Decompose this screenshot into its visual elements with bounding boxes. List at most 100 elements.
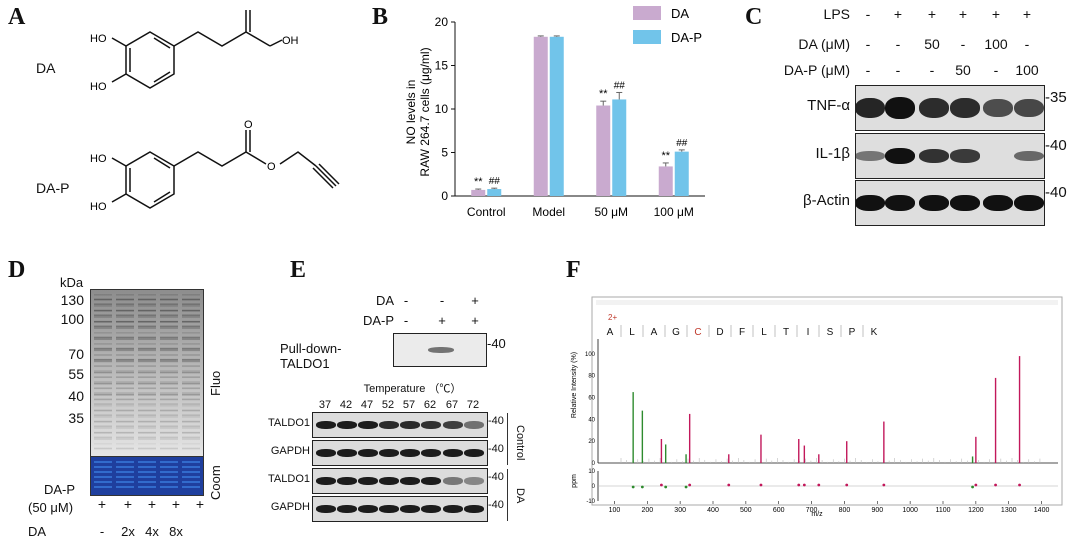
da-value: 2x <box>121 524 135 539</box>
blot-band <box>316 421 336 429</box>
blot-band <box>464 449 484 457</box>
bar <box>596 105 611 196</box>
peptide-residue: P <box>849 327 856 338</box>
legend-swatch <box>633 30 661 44</box>
treatment-value: + <box>958 6 968 22</box>
gel-band <box>182 392 200 394</box>
gel-band <box>116 382 134 385</box>
legend-swatch <box>633 6 661 20</box>
gel-band <box>138 405 156 407</box>
gel-band <box>138 314 156 317</box>
dap-label-line2: (50 μM) <box>28 500 74 515</box>
y-ion-error <box>727 483 731 487</box>
gel-band <box>116 305 134 307</box>
gel-band <box>94 327 112 329</box>
gel-band <box>182 332 200 334</box>
gel-band <box>94 358 112 361</box>
group-label: DA <box>514 488 526 504</box>
coom-band <box>116 476 134 478</box>
da-oh-acid: OH <box>282 35 299 47</box>
blot-strip <box>855 133 1045 179</box>
blot-band <box>358 505 378 513</box>
gel-band <box>182 436 200 439</box>
temperature-value: 62 <box>423 399 437 411</box>
gel-band <box>94 425 112 428</box>
peptide-residue: G <box>672 327 680 338</box>
gel-band <box>116 298 134 301</box>
gel-band <box>116 327 134 329</box>
treatment-value: 100 <box>984 36 1008 52</box>
gel-band <box>160 347 178 350</box>
gel-band <box>182 447 200 450</box>
peptide-residue: L <box>629 327 635 338</box>
gel-band <box>116 371 134 374</box>
gel-band <box>116 336 134 339</box>
treatment-value: - <box>895 62 901 78</box>
gel-band <box>94 398 112 401</box>
blot-band <box>379 505 399 513</box>
gel-band <box>116 376 134 378</box>
blot-band <box>856 97 885 119</box>
gel-band <box>138 371 156 374</box>
blot-band <box>421 421 441 429</box>
gel-band <box>94 387 112 390</box>
peptide-residue: L <box>761 327 767 338</box>
peptide-residue: D <box>716 327 723 338</box>
gel-band <box>138 414 156 416</box>
y-tick-label: 100 <box>585 352 596 358</box>
blot-band <box>950 149 980 163</box>
blot-band <box>885 148 915 164</box>
y-tick-label: 40 <box>588 417 595 423</box>
x-tick-label: 400 <box>707 507 719 514</box>
cetsa-mw: -40 <box>488 415 504 427</box>
significance-mark: ## <box>614 80 626 91</box>
gel-band <box>116 403 134 405</box>
bar <box>658 166 673 196</box>
gel-band <box>160 320 178 323</box>
gel-band <box>138 431 156 434</box>
gel-band <box>182 325 200 328</box>
legend-label: DA <box>671 6 689 21</box>
gel-band <box>138 309 156 312</box>
gel-band <box>160 305 178 307</box>
coom-band <box>182 461 200 463</box>
blot-band <box>856 195 885 211</box>
panel-label-e: E <box>290 257 307 283</box>
blot-mw: -40 <box>1045 137 1067 154</box>
significance-mark: ** <box>661 150 670 162</box>
gel-band <box>94 294 112 296</box>
coom-band <box>138 466 156 468</box>
peptide-residue: C <box>694 327 701 338</box>
x-tick-label: 200 <box>641 507 653 514</box>
gel-band <box>94 431 112 434</box>
kda-marker: 35 <box>68 410 84 426</box>
gel-band <box>182 393 200 396</box>
panel-label-a: A <box>8 4 26 30</box>
blot-band <box>400 421 420 429</box>
gel-band <box>116 347 134 350</box>
coom-band <box>116 461 134 463</box>
gel-band <box>160 332 178 334</box>
blot-label: IL-1β <box>815 145 850 162</box>
treatment-label: DA <box>375 293 394 308</box>
gel-band <box>94 392 112 394</box>
gel-band <box>116 447 134 450</box>
y-ion-error <box>994 483 997 487</box>
y-ion-error <box>845 483 849 487</box>
coom-band <box>94 466 112 468</box>
gel-band <box>160 409 178 412</box>
panel-label-c: C <box>745 4 763 30</box>
bar <box>471 189 486 196</box>
gel-band <box>116 392 134 394</box>
coom-band <box>138 476 156 478</box>
gel-band <box>138 294 156 296</box>
gel-band <box>94 354 112 356</box>
gel-band <box>94 298 112 301</box>
gel-band <box>116 325 134 328</box>
chemical-structures: HO HO OH O HO HO O O <box>90 8 340 213</box>
coom-band <box>160 486 178 488</box>
dap-value: + <box>195 496 205 512</box>
treatment-value: - <box>403 313 409 328</box>
coom-band <box>116 466 134 468</box>
gel-band <box>138 332 156 334</box>
